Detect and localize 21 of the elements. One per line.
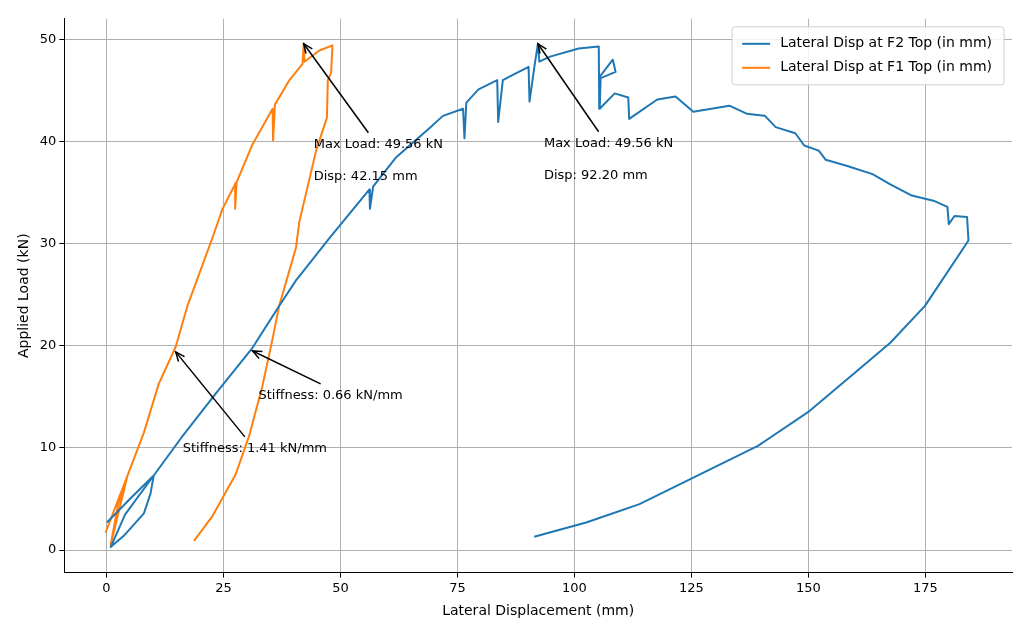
- annotation: Max Load: 49.56 kN: [543, 135, 674, 151]
- annotation: Disp: 92.20 mm: [543, 167, 648, 183]
- y-axis-title: Applied Load (kN): [15, 233, 32, 359]
- legend-label: Lateral Disp at F1 Top (in mm): [780, 58, 992, 75]
- y-tick-label: 20: [39, 337, 57, 353]
- x-axis-title: Lateral Displacement (mm): [442, 602, 635, 619]
- x-tick-label: 25: [215, 579, 232, 595]
- x-tick-label: 50: [332, 579, 349, 595]
- y-tick-label: 10: [39, 439, 57, 455]
- y-tick-label: 50: [39, 30, 57, 46]
- annotation: Stiffness: 1.41 kN/mm: [182, 440, 327, 456]
- x-tick-label: 150: [796, 579, 821, 595]
- y-tick-label: 0: [48, 541, 57, 557]
- x-tick-label: 100: [562, 579, 587, 595]
- y-tick-label: 30: [39, 234, 57, 250]
- x-tick-label: 125: [679, 579, 704, 595]
- legend-label: Lateral Disp at F2 Top (in mm): [780, 34, 992, 51]
- x-tick-label: 0: [102, 579, 111, 595]
- y-tick-label: 40: [39, 132, 57, 148]
- x-tick-label: 175: [913, 579, 938, 595]
- x-tick-label: 75: [449, 579, 466, 595]
